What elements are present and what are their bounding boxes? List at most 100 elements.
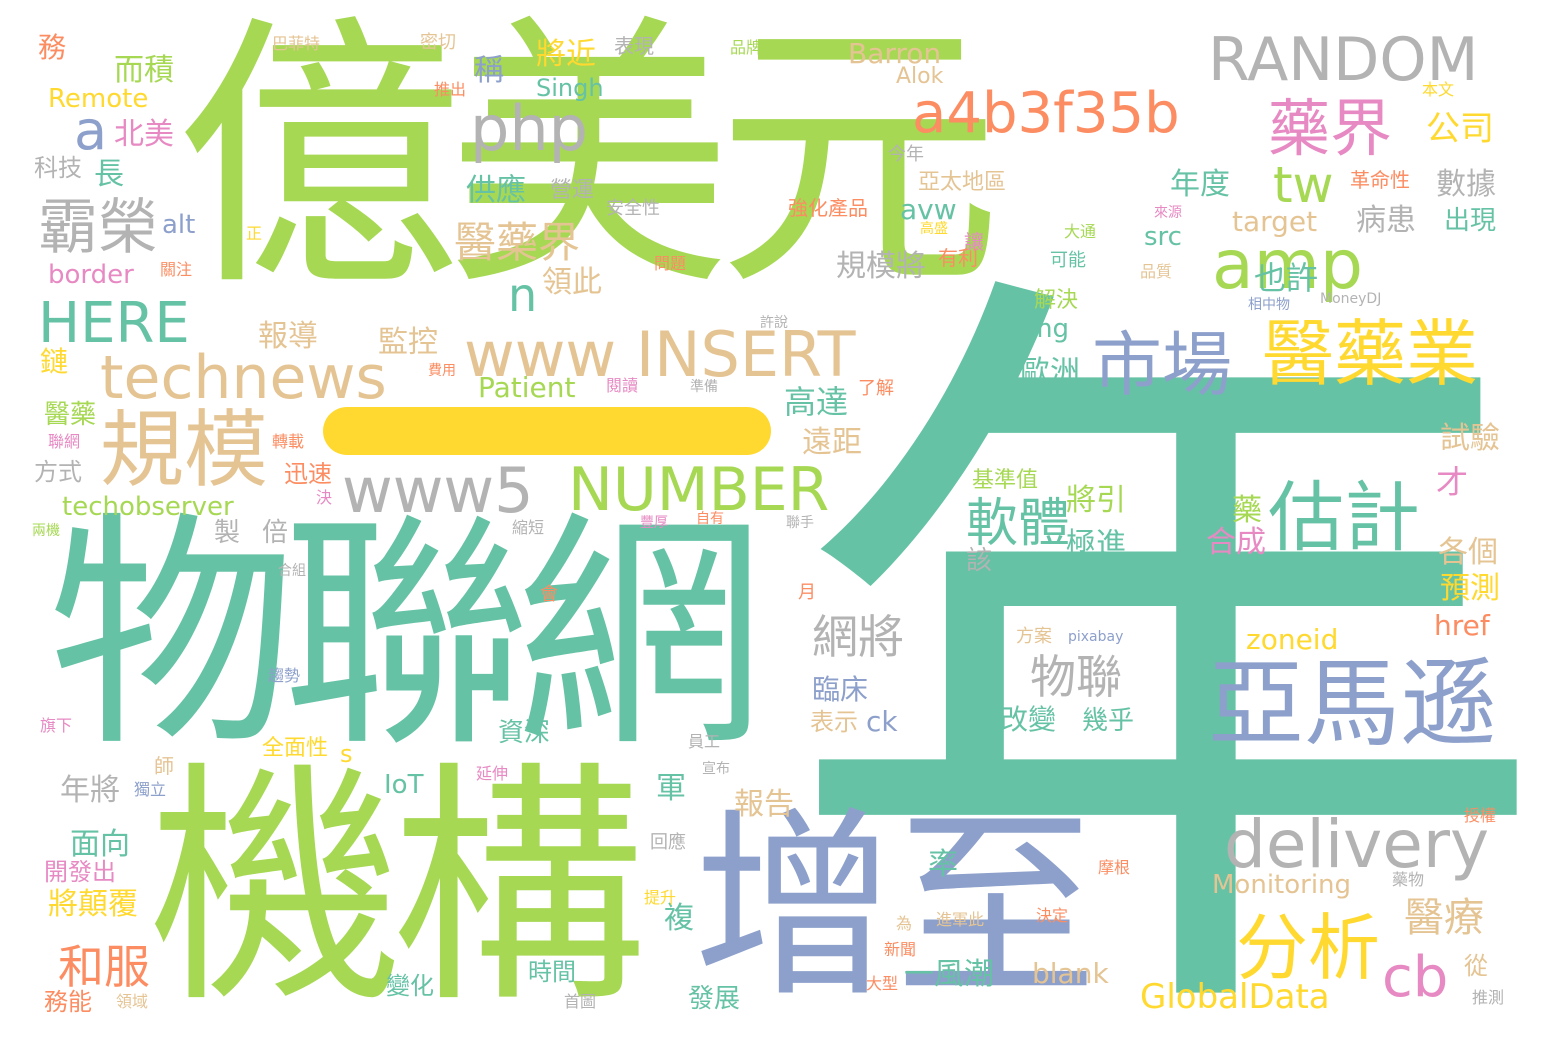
word: 將顛覆 — [48, 887, 138, 922]
word: avw — [900, 193, 957, 226]
word: 宣布 — [702, 761, 730, 777]
word: 會 — [540, 584, 558, 605]
word: 亞太地區 — [918, 170, 1007, 195]
word: 授權 — [1464, 806, 1497, 825]
word: 開發出 — [44, 858, 116, 886]
word: Remote — [48, 84, 149, 114]
word: 基準值 — [972, 468, 1039, 493]
word: 增至 — [693, 789, 1097, 1025]
word: 規模 — [100, 401, 269, 499]
word: 年度 — [1170, 167, 1230, 202]
word: 相中物 — [1248, 297, 1290, 313]
word: NUMBER — [568, 455, 830, 525]
word: 領此 — [542, 265, 602, 300]
word: 趨勢 — [268, 666, 301, 685]
word: 自有 — [696, 511, 724, 527]
word: 費用 — [428, 363, 456, 379]
word: 方式 — [34, 458, 82, 486]
word: 本文 — [1422, 80, 1455, 99]
word: 高盛 — [920, 221, 948, 237]
word: 正 — [246, 224, 263, 243]
word: 來源 — [1154, 205, 1182, 221]
word: 物聯 — [1030, 650, 1122, 704]
word: n — [508, 268, 538, 322]
word: 關注 — [160, 260, 193, 279]
word: 合成 — [1206, 525, 1266, 560]
word: 轉載 — [272, 432, 305, 451]
word: 聯網 — [48, 432, 81, 451]
word: 監控 — [378, 325, 438, 360]
word: 了解 — [858, 378, 894, 399]
word: HERE — [38, 291, 190, 356]
word: 機構 — [148, 741, 646, 1038]
bar-shape — [323, 407, 771, 455]
word: 摩根 — [1098, 858, 1131, 877]
word: pixabay — [1068, 629, 1124, 645]
word: 高達 — [784, 383, 849, 421]
word: 安全性 — [606, 198, 660, 219]
word: 密切 — [420, 32, 456, 53]
word: 資深 — [498, 718, 551, 748]
word: img — [1020, 314, 1070, 344]
word: 預測 — [1440, 571, 1500, 606]
word: 推測 — [1472, 988, 1505, 1007]
word: www5 — [342, 454, 534, 527]
word: 軍 — [656, 771, 686, 806]
word: 表現 — [614, 34, 654, 58]
word: 北美 — [114, 117, 174, 152]
word: 面向 — [70, 827, 130, 862]
word: MoneyDJ — [1320, 291, 1382, 307]
word: 稱 — [474, 53, 504, 88]
word: 才 — [1436, 463, 1469, 501]
word: 準備 — [690, 379, 718, 395]
word: techobserver — [62, 492, 234, 522]
word: 兩機 — [32, 523, 60, 539]
word: 品牌 — [730, 38, 763, 57]
word: 縮短 — [512, 518, 545, 537]
word: 科技 — [34, 154, 82, 182]
word: 醫藥業 — [1262, 312, 1479, 396]
word: s — [340, 740, 353, 768]
word: 率 — [928, 847, 958, 882]
word: blank — [1032, 957, 1109, 990]
word: 各個 — [1438, 535, 1498, 570]
word: php — [470, 92, 589, 165]
word: 該 — [966, 546, 993, 576]
word: 將引 — [1066, 483, 1126, 518]
word: 複 — [664, 901, 694, 936]
word: 也許 — [1254, 259, 1319, 297]
word: 亞馬遜 — [1208, 648, 1496, 760]
word: Monitoring — [1212, 870, 1352, 900]
word: 為 — [896, 914, 913, 933]
word: RANDOM — [1208, 25, 1479, 95]
word: zoneid — [1246, 623, 1339, 656]
word: 旗下 — [40, 716, 73, 735]
word: delivery — [1224, 806, 1490, 883]
word: 和服 — [58, 940, 150, 994]
word: 公司 — [1426, 109, 1494, 149]
word: 病患 — [1356, 203, 1416, 238]
word: 年 — [782, 216, 1548, 1052]
word: 革命性 — [1350, 168, 1410, 192]
word: 方案 — [1016, 626, 1052, 647]
word: 讓 — [964, 230, 984, 254]
word: 軟體 — [966, 494, 1071, 554]
word: 長 — [94, 157, 124, 192]
word: 務能 — [44, 988, 92, 1016]
word: 變化 — [386, 972, 434, 1000]
word: 解決 — [1034, 288, 1079, 313]
word: GlobalData — [1140, 977, 1330, 1017]
word: amp — [1212, 226, 1364, 305]
word: 表示 — [810, 708, 858, 736]
word: 藥 — [1232, 493, 1262, 528]
word: 出現 — [1444, 206, 1497, 236]
word: 藥物 — [1392, 870, 1425, 889]
word: 臨床 — [812, 673, 869, 706]
word: 問題 — [654, 254, 687, 273]
word: 年將 — [60, 773, 120, 808]
word: 品質 — [1140, 262, 1173, 281]
word: 許說 — [760, 315, 788, 331]
word: 製 — [214, 518, 241, 548]
word: 市場 — [1092, 324, 1232, 406]
word: 發展 — [688, 984, 741, 1014]
